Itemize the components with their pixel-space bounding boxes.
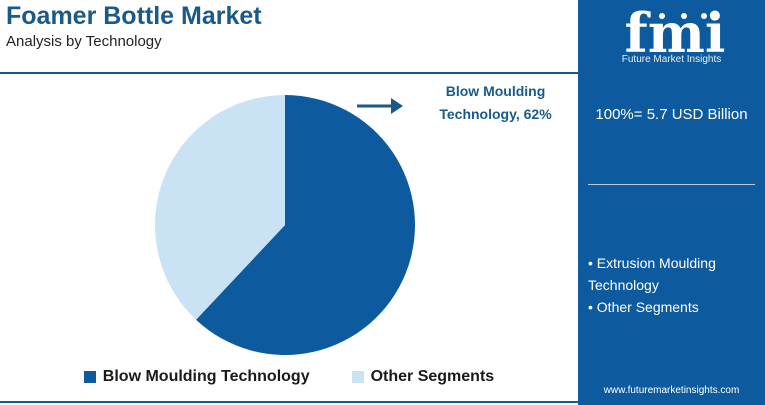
logo-letters: fmi [625, 4, 726, 65]
legend-label: Other Segments [370, 368, 495, 385]
fmi-logo: fmi [625, 4, 726, 65]
other-segment-item: • Other Segments [588, 299, 699, 315]
legend-label: Blow Moulding Technology [102, 368, 310, 385]
chart-subtitle: Analysis by Technology [6, 33, 162, 50]
market-total: 100%= 5.7 USD Billion [595, 106, 748, 123]
callout-line-1: Blow Moulding [445, 83, 546, 99]
pie-slice-blow-moulding-technology [196, 95, 415, 355]
pie-chart [155, 95, 415, 355]
other-segment-item: • Extrusion Moulding Technology [588, 255, 716, 293]
other-segments-list: • Extrusion Moulding Technology • Other … [588, 252, 760, 318]
chart-legend: Blow Moulding Technology Other Segments [0, 368, 578, 386]
callout-line-2: Technology, 62% [439, 106, 552, 122]
arrow-right-icon [357, 98, 403, 114]
logo-tagline: Future Market Insights [621, 54, 722, 65]
legend-swatch [83, 371, 96, 383]
header-divider [0, 72, 578, 74]
pie-slice-other-segments [155, 95, 285, 320]
side-panel: fmi Future Market Insights 100%= 5.7 USD… [578, 0, 765, 405]
slice-callout: Blow Moulding Technology, 62% [408, 80, 583, 126]
legend-swatch [351, 371, 364, 383]
legend-item-other-segments: Other Segments [351, 368, 495, 386]
legend-item-blow-moulding: Blow Moulding Technology [83, 368, 310, 386]
footer-divider [0, 401, 578, 403]
website-url[interactable]: www.futuremarketinsights.com [603, 385, 740, 396]
chart-title: Foamer Bottle Market [6, 2, 262, 30]
panel-divider [588, 184, 755, 185]
